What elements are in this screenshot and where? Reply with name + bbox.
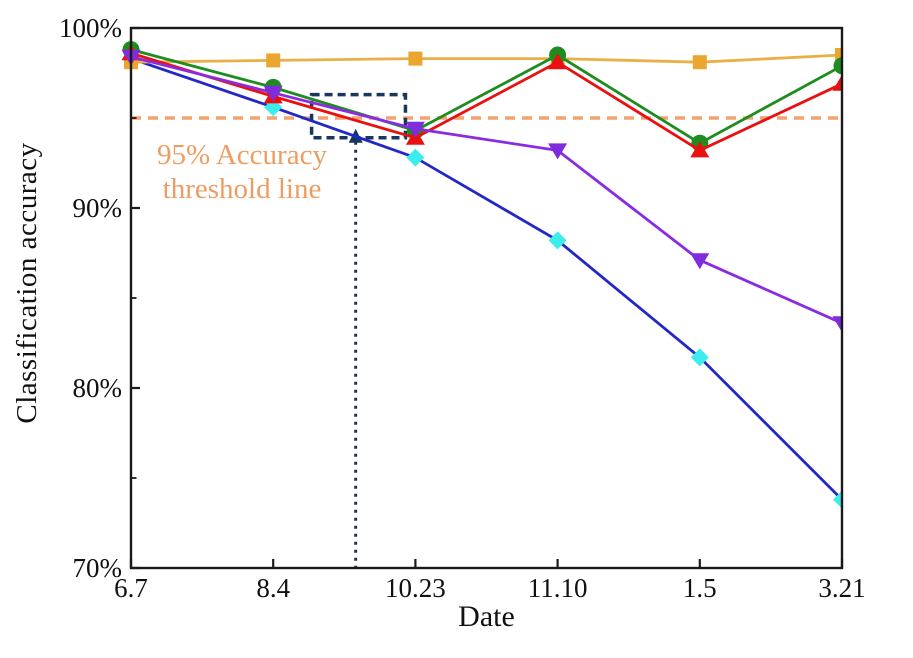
data-point (263, 85, 283, 102)
data-point (690, 141, 710, 158)
data-point (548, 53, 568, 70)
threshold-annotation-line2: threshold line (162, 173, 322, 205)
y-tick-label: 90% (73, 193, 123, 223)
x-tick-label: 6.7 (114, 573, 148, 603)
series-gold-square (124, 48, 842, 70)
data-point (833, 490, 842, 509)
series-purple-triangle-down (121, 49, 842, 333)
x-tick-label: 1.5 (683, 573, 717, 603)
x-axis-title: Date (458, 600, 515, 633)
data-point (833, 57, 842, 75)
data-point (690, 348, 709, 367)
data-point (548, 143, 568, 160)
x-tick-label: 8.4 (256, 573, 290, 603)
data-point (405, 121, 425, 138)
data-point (832, 316, 842, 333)
data-point (548, 231, 567, 250)
plot-border (129, 26, 844, 570)
y-tick-label: 70% (73, 553, 123, 583)
y-tick-label: 80% (73, 373, 123, 403)
x-tick-label: 11.10 (528, 573, 588, 603)
data-point (266, 53, 281, 68)
data-point (692, 55, 707, 70)
data-point (408, 51, 423, 66)
data-point (835, 48, 842, 62)
y-axis-title: Classification accuracy (11, 142, 43, 424)
threshold-annotation-text: 95% Accuracy threshold line (126, 138, 358, 206)
y-tick-label: 100% (59, 13, 122, 43)
data-point (832, 74, 842, 91)
x-tick-label: 10.23 (385, 573, 446, 603)
threshold-annotation-line1: 95% Accuracy (157, 139, 327, 171)
data-point (690, 253, 710, 270)
x-tick-label: 3.21 (818, 573, 865, 603)
data-point (406, 148, 425, 167)
